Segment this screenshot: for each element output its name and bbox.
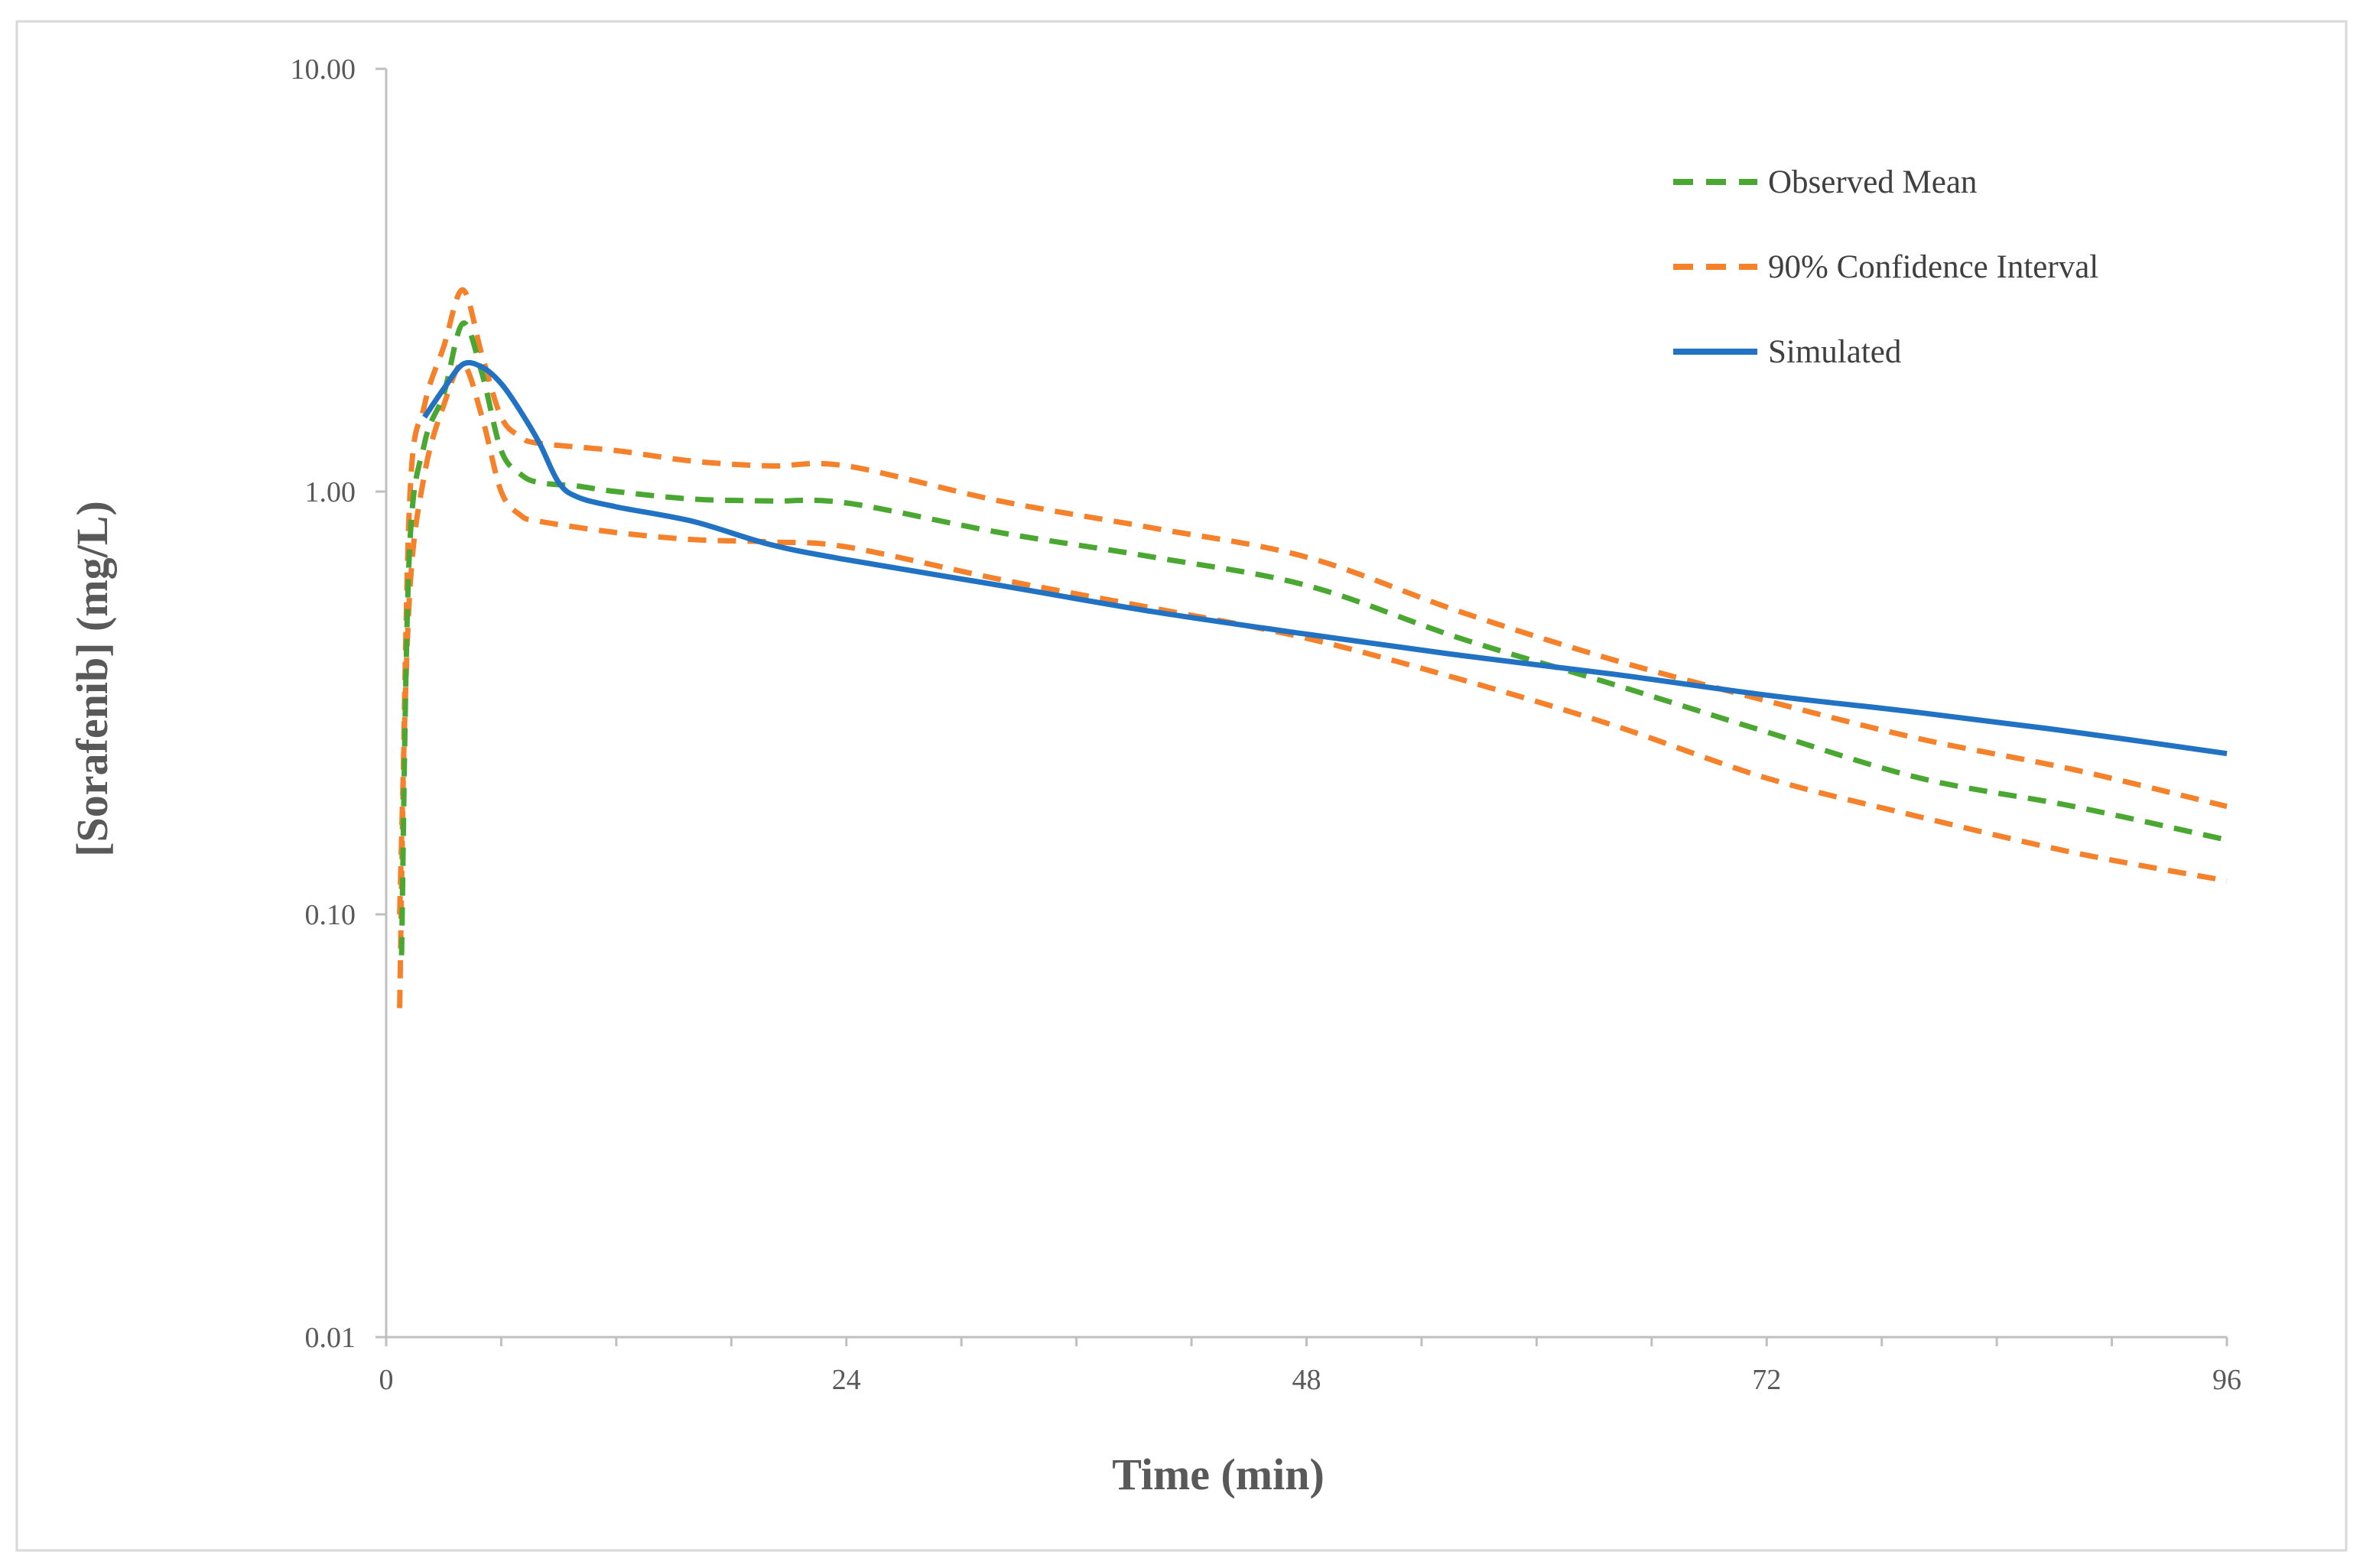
y-tick-label-0.10: 0.10 xyxy=(305,899,356,931)
axis-tick-labels: 0 24 48 72 96 10.00 1.00 0.10 0.01 xyxy=(291,54,2242,1396)
y-tick-label-10.00: 10.00 xyxy=(291,54,356,86)
x-tick-label-96: 96 xyxy=(2212,1364,2241,1396)
legend: Observed Mean 90% Confidence Interval Si… xyxy=(1673,164,2098,370)
y-tick-label-1.00: 1.00 xyxy=(305,476,356,508)
series-confidence-upper xyxy=(397,287,2228,1008)
y-tick-label-0.01: 0.01 xyxy=(305,1322,356,1354)
series-simulated xyxy=(422,359,2228,757)
x-axis-title: Time (min) xyxy=(1112,1450,1325,1499)
legend-label-confidence-interval: 90% Confidence Interval xyxy=(1768,249,2098,285)
legend-label-simulated: Simulated xyxy=(1768,334,1901,370)
x-tick-label-24: 24 xyxy=(832,1364,861,1396)
series-confidence-lower xyxy=(397,362,2228,915)
y-axis-title: [Sorafenib] (mg/L) xyxy=(67,501,117,857)
axis-ticks xyxy=(375,67,2228,1346)
x-tick-label-0: 0 xyxy=(379,1364,394,1396)
x-tick-label-72: 72 xyxy=(1752,1364,1781,1396)
x-tick-label-48: 48 xyxy=(1292,1364,1321,1396)
legend-label-observed-mean: Observed Mean xyxy=(1768,164,1977,200)
series-layer xyxy=(397,287,2228,1008)
